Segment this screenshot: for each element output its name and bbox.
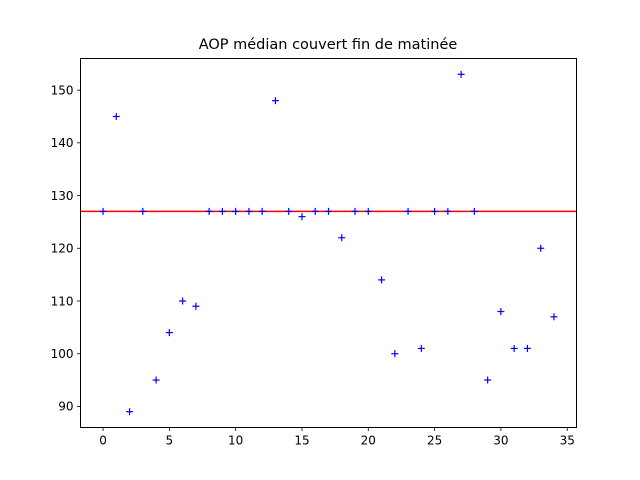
data-point xyxy=(457,70,465,78)
data-point xyxy=(444,207,452,215)
data-point xyxy=(338,234,346,242)
y-axis: 90 100 110 120 130 140 150 xyxy=(51,83,81,414)
y-tick-label: 110 xyxy=(51,294,74,308)
y-tick-label: 130 xyxy=(51,189,74,203)
data-point xyxy=(378,276,386,284)
data-point xyxy=(351,207,359,215)
data-point xyxy=(470,207,478,215)
data-point xyxy=(258,207,266,215)
data-point xyxy=(537,244,545,252)
data-point xyxy=(325,207,332,215)
chart-title: AOP médian couvert fin de matinée xyxy=(199,37,458,53)
data-point xyxy=(298,213,306,221)
y-tick-label: 100 xyxy=(51,347,74,361)
data-point xyxy=(311,207,319,215)
x-tick-label: 30 xyxy=(493,434,508,448)
data-point xyxy=(523,344,531,352)
data-point xyxy=(285,207,293,215)
plot-area xyxy=(80,70,577,416)
data-point xyxy=(484,376,492,384)
data-point xyxy=(192,302,200,310)
data-point xyxy=(391,350,399,358)
data-point xyxy=(205,207,213,215)
x-tick-label: 25 xyxy=(427,434,442,448)
data-point xyxy=(497,308,505,316)
data-point xyxy=(245,207,253,215)
data-point xyxy=(112,112,120,120)
data-point xyxy=(431,207,439,215)
data-point xyxy=(232,207,240,215)
data-point xyxy=(404,207,412,215)
y-tick-label: 120 xyxy=(51,242,74,256)
x-axis: 0 5 10 15 20 25 30 35 xyxy=(99,427,575,448)
data-point xyxy=(139,207,147,215)
x-tick-label: 15 xyxy=(294,434,309,448)
data-point xyxy=(550,313,558,321)
y-tick-label: 140 xyxy=(51,136,74,150)
x-tick-label: 20 xyxy=(361,434,376,448)
x-tick-label: 10 xyxy=(228,434,243,448)
data-point xyxy=(165,329,173,337)
data-point xyxy=(510,344,518,352)
x-tick-label: 35 xyxy=(560,434,575,448)
data-point xyxy=(179,297,187,305)
y-tick-label: 90 xyxy=(58,400,73,414)
x-tick-label: 5 xyxy=(166,434,174,448)
data-point xyxy=(271,97,279,105)
data-point xyxy=(126,408,134,416)
data-point xyxy=(99,207,107,215)
data-point xyxy=(417,344,425,352)
x-tick-label: 0 xyxy=(99,434,107,448)
y-tick-label: 150 xyxy=(51,83,74,97)
data-point xyxy=(364,207,372,215)
axes-frame xyxy=(80,58,577,428)
data-point xyxy=(152,376,160,384)
data-point xyxy=(218,207,226,215)
